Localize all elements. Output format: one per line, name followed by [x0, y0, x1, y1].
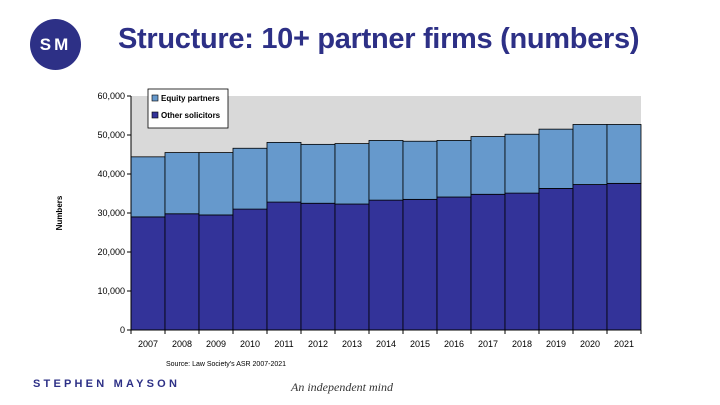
y-axis-title: Numbers	[55, 195, 64, 230]
x-tick-label: 2007	[138, 339, 158, 349]
x-tick-label: 2018	[512, 339, 532, 349]
source-note: Source: Law Society's ASR 2007-2021	[166, 361, 286, 368]
bar-other-solicitors-2017	[470, 193, 506, 331]
footer-brand: STEPHEN MAYSON	[33, 378, 181, 390]
bar-other-solicitors-2008	[164, 213, 200, 331]
y-tick-label: 20,000	[97, 247, 125, 257]
bar-other-solicitors-2010	[232, 208, 268, 331]
bar-equity-partners-2017	[470, 136, 506, 195]
y-tick-label: 60,000	[97, 91, 125, 101]
bar-equity-partners-2007	[130, 156, 166, 218]
y-tick-label: 0	[120, 325, 125, 335]
bar-other-solicitors-2018	[504, 192, 540, 331]
y-tick-label: 10,000	[97, 286, 125, 296]
bar-other-solicitors-2014	[368, 199, 404, 331]
slide-title: Structure: 10+ partner firms (numbers)	[118, 23, 640, 55]
legend-label-other-solicitors: Other solicitors	[161, 111, 221, 120]
y-tick-label: 30,000	[97, 208, 125, 218]
bar-other-solicitors-2009	[198, 214, 234, 331]
x-tick-label: 2009	[206, 339, 226, 349]
bar-other-solicitors-2012	[300, 202, 336, 331]
y-tick-label: 40,000	[97, 169, 125, 179]
bar-equity-partners-2019	[538, 128, 574, 189]
x-tick-label: 2015	[410, 339, 430, 349]
x-tick-label: 2017	[478, 339, 498, 349]
x-tick-label: 2012	[308, 339, 328, 349]
legend-label-equity-partners: Equity partners	[161, 94, 220, 103]
bar-other-solicitors-2011	[266, 201, 302, 331]
y-tick-label: 50,000	[97, 130, 125, 140]
bar-equity-partners-2013	[334, 143, 370, 205]
logo: SM	[30, 19, 81, 70]
legend-swatch-equity-partners	[151, 94, 159, 102]
bar-equity-partners-2011	[266, 142, 302, 203]
logo-initials: SM	[39, 34, 72, 54]
bar-equity-partners-2016	[436, 140, 472, 198]
bar-other-solicitors-2015	[402, 198, 438, 331]
bar-equity-partners-2009	[198, 152, 234, 216]
x-tick-label: 2010	[240, 339, 260, 349]
bar-other-solicitors-2016	[436, 196, 472, 331]
bar-equity-partners-2018	[504, 133, 540, 194]
x-tick-label: 2014	[376, 339, 396, 349]
legend-swatch-other-solicitors	[151, 111, 159, 119]
x-tick-label: 2020	[580, 339, 600, 349]
x-tick-label: 2013	[342, 339, 362, 349]
bar-other-solicitors-2021	[606, 182, 642, 331]
bar-equity-partners-2020	[572, 124, 608, 185]
bar-other-solicitors-2019	[538, 188, 574, 331]
x-tick-label: 2011	[274, 339, 293, 349]
bar-other-solicitors-2020	[572, 184, 608, 331]
x-tick-label: 2019	[546, 339, 566, 349]
bar-equity-partners-2014	[368, 140, 404, 201]
x-tick-label: 2021	[614, 339, 634, 349]
footer-tagline: An independent mind	[291, 380, 393, 394]
bar-equity-partners-2010	[232, 147, 268, 210]
bar-equity-partners-2012	[300, 143, 336, 204]
bar-other-solicitors-2013	[334, 203, 370, 331]
bar-equity-partners-2015	[402, 140, 438, 200]
bar-other-solicitors-2007	[130, 216, 166, 331]
x-tick-label: 2016	[444, 339, 464, 349]
legend-box	[147, 88, 229, 129]
bar-equity-partners-2021	[606, 124, 642, 184]
x-tick-label: 2008	[172, 339, 192, 349]
bar-equity-partners-2008	[164, 152, 200, 215]
